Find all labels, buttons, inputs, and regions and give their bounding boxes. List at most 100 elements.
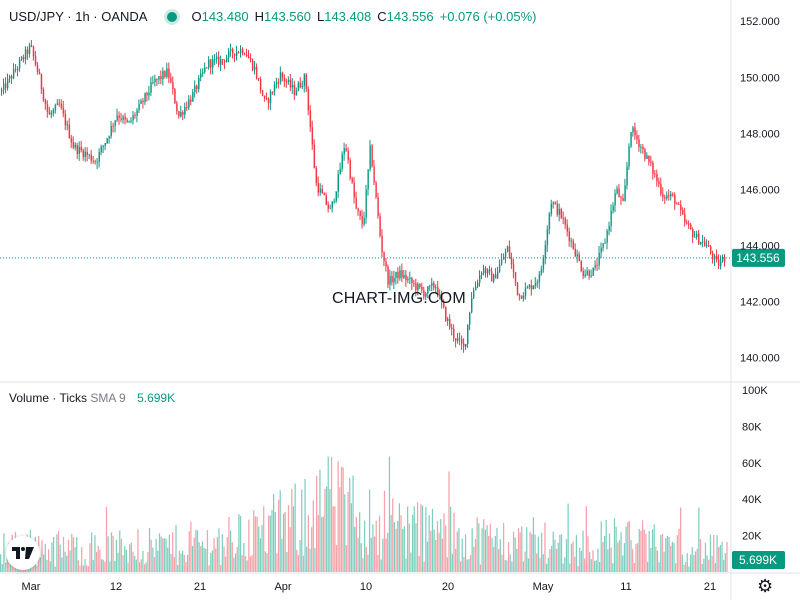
volume-bar (94, 535, 96, 572)
volume-bar (663, 551, 665, 572)
volume-bar (603, 536, 606, 572)
volume-bar (196, 530, 199, 572)
volume-bar (385, 538, 387, 572)
candle (688, 220, 690, 230)
tradingview-logo-icon[interactable] (6, 536, 40, 570)
volume-bar (59, 544, 61, 572)
market-status-icon (167, 11, 178, 22)
candle (520, 295, 523, 300)
candle (190, 95, 192, 106)
candle (52, 107, 55, 117)
candle (612, 202, 614, 214)
candle (126, 117, 128, 123)
volume-bar (479, 564, 482, 572)
candle (658, 177, 660, 188)
candle (451, 323, 453, 336)
candle (496, 266, 499, 279)
volume-bar (350, 503, 353, 572)
price-area[interactable] (0, 40, 731, 353)
volume-bar (620, 532, 622, 572)
candle (566, 219, 569, 237)
candle (716, 249, 718, 263)
volume-bar (287, 505, 290, 572)
volume-bar (312, 500, 314, 572)
volume-bar (464, 534, 467, 572)
candle (30, 40, 33, 48)
volume-bar (307, 515, 309, 572)
volume-bar (617, 542, 619, 572)
candle (403, 270, 405, 280)
volume-bar (110, 532, 113, 572)
volume-bar (122, 555, 124, 572)
candle (218, 51, 220, 68)
candle (275, 77, 278, 89)
candle (301, 80, 304, 90)
time-tick-label: 20 (442, 581, 454, 593)
volume-bar (87, 566, 89, 572)
volume-bar (585, 506, 587, 572)
volume-bar (289, 527, 291, 572)
volume-bar (552, 531, 554, 572)
volume-bar (531, 534, 533, 572)
candle (662, 187, 664, 202)
candle (401, 263, 403, 283)
candle (568, 227, 571, 247)
candle (200, 68, 202, 82)
candle (84, 147, 87, 162)
candle (574, 243, 577, 258)
candle (704, 236, 706, 247)
volume-bar (220, 565, 222, 572)
candle (395, 271, 397, 285)
volume-bar (76, 537, 78, 572)
volume-bar (635, 543, 637, 572)
candle (492, 273, 495, 284)
volume-bar (666, 535, 669, 572)
volume-bar (185, 562, 187, 572)
volume-bar (421, 505, 424, 572)
volume-bar (89, 543, 91, 572)
candle (580, 259, 582, 273)
candle (590, 269, 592, 278)
candle (441, 290, 443, 309)
candle (383, 251, 385, 267)
volume-bar (559, 534, 561, 572)
candle (102, 144, 104, 154)
volume-bar (478, 523, 480, 572)
volume-bar (221, 534, 223, 572)
volume-bar (701, 563, 703, 572)
candle (291, 78, 294, 95)
candle (12, 63, 15, 80)
volume-bar (502, 522, 505, 572)
volume-area[interactable] (0, 456, 728, 572)
volume-bar (339, 487, 341, 572)
candle (16, 66, 19, 77)
candle (226, 54, 228, 63)
candle (204, 62, 206, 74)
volume-bar (526, 527, 528, 572)
volume-bar (216, 537, 218, 572)
volume-bar (186, 554, 189, 572)
volume-bar (44, 544, 46, 572)
volume-bar (150, 539, 152, 572)
candle (120, 112, 122, 123)
candle (594, 260, 596, 271)
volume-bar (408, 523, 410, 572)
candle (353, 176, 355, 204)
candle (417, 282, 419, 296)
candle (457, 332, 459, 344)
candle (186, 101, 188, 111)
volume-bar (117, 552, 119, 572)
volume-bar (440, 519, 442, 572)
volume-bar (137, 529, 139, 572)
candle (532, 285, 535, 290)
symbol-title[interactable]: USD/JPY · 1h · OANDA (9, 9, 148, 24)
settings-gear-icon[interactable]: ⚙ (757, 576, 774, 596)
volume-bar (640, 530, 642, 572)
volume-title[interactable]: Volume · Ticks (9, 391, 88, 405)
volume-bar (309, 548, 311, 572)
volume-bar (46, 559, 48, 572)
volume-bar (468, 559, 470, 572)
candle (319, 183, 322, 196)
volume-bar (415, 523, 417, 572)
